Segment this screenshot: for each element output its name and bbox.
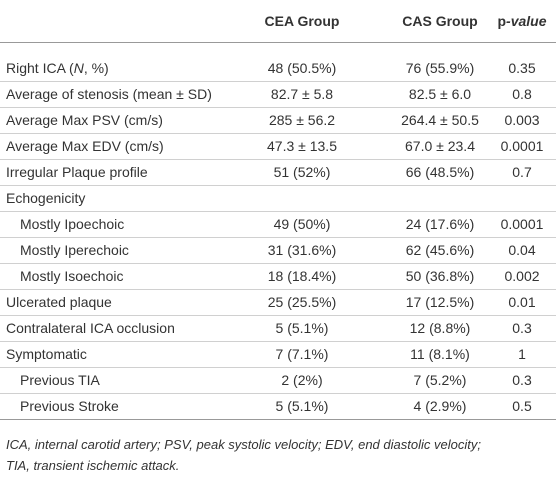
cell: 0.8 xyxy=(512,86,532,102)
row-rule xyxy=(0,185,556,186)
cell: 0.003 xyxy=(504,112,540,128)
row-label: Echogenicity xyxy=(6,190,86,206)
cell: 0.3 xyxy=(512,372,532,388)
text-part: , %) xyxy=(83,60,109,76)
cell: 24 (17.6%) xyxy=(405,216,475,232)
cell: 48 (50.5%) xyxy=(267,60,337,76)
italic-part: -value xyxy=(506,13,547,29)
row-label: Mostly Ipoechoic xyxy=(20,216,125,232)
cell: 66 (48.5%) xyxy=(405,164,475,180)
cell: 0.01 xyxy=(508,294,536,310)
row-label: Average Max PSV (cm/s) xyxy=(6,112,163,128)
cell: 11 (8.1%) xyxy=(410,346,470,362)
row-label: Symptomatic xyxy=(6,346,87,362)
row-rule xyxy=(0,367,556,368)
text-part: p xyxy=(497,13,507,29)
row-label: Average of stenosis (mean ± SD) xyxy=(6,86,212,102)
cell: 0.04 xyxy=(508,242,536,258)
row-label: Right ICA (N, %) xyxy=(6,59,109,77)
cell: 31 (31.6%) xyxy=(267,242,337,258)
row-rule xyxy=(0,315,556,316)
row-rule xyxy=(0,419,556,420)
cell: 51 (52%) xyxy=(273,164,331,180)
row-rule xyxy=(0,289,556,290)
cell: 50 (36.8%) xyxy=(405,268,475,284)
cell: 1 xyxy=(518,346,526,362)
cell: 0.35 xyxy=(508,60,536,76)
row-rule xyxy=(0,159,556,160)
row-rule xyxy=(0,211,556,212)
cell: 7 (5.2%) xyxy=(413,372,467,388)
cell: 67.0 ± 23.4 xyxy=(405,138,475,154)
row-label: Average Max EDV (cm/s) xyxy=(6,138,164,154)
row-label: Contralateral ICA occlusion xyxy=(6,320,175,336)
italic-part: N xyxy=(73,60,84,76)
row-label: Mostly Iperechoic xyxy=(20,242,129,258)
row-rule xyxy=(0,263,556,264)
cell: 25 (25.5%) xyxy=(267,294,337,310)
cell: 264.4 ± 50.5 xyxy=(401,112,479,128)
row-rule xyxy=(0,237,556,238)
cell: 285 ± 56.2 xyxy=(268,112,336,128)
row-rule xyxy=(0,133,556,134)
cell: 0.3 xyxy=(512,320,532,336)
cell: 0.5 xyxy=(512,398,532,414)
cell: 62 (45.6%) xyxy=(405,242,475,258)
cell: 76 (55.9%) xyxy=(405,60,475,76)
cell: 18 (18.4%) xyxy=(267,268,337,284)
row-rule xyxy=(0,81,556,82)
cell: 0.7 xyxy=(512,164,532,180)
cell: 4 (2.9%) xyxy=(413,398,467,414)
text-part: Right ICA ( xyxy=(6,60,74,76)
row-rule xyxy=(0,107,556,108)
column-header: CEA Group xyxy=(264,13,340,29)
cell: 0.002 xyxy=(504,268,540,284)
row-label: Ulcerated plaque xyxy=(6,294,112,310)
cell: 5 (5.1%) xyxy=(275,320,329,336)
cell: 12 (8.8%) xyxy=(409,320,471,336)
row-label: Previous Stroke xyxy=(20,398,119,414)
cell: 82.5 ± 6.0 xyxy=(408,86,472,102)
row-rule xyxy=(0,341,556,342)
footnote: TIA, transient ischemic attack. xyxy=(6,458,180,473)
column-header: CAS Group xyxy=(402,13,478,29)
row-label: Previous TIA xyxy=(20,372,100,388)
cell: 49 (50%) xyxy=(273,216,331,232)
column-header: p-value xyxy=(497,12,546,30)
cell: 82.7 ± 5.8 xyxy=(270,86,334,102)
row-rule xyxy=(0,42,556,43)
cell: 0.0001 xyxy=(500,216,544,232)
cell: 47.3 ± 13.5 xyxy=(267,138,337,154)
cell: 7 (7.1%) xyxy=(275,346,329,362)
row-label: Irregular Plaque profile xyxy=(6,164,148,180)
row-label: Mostly Isoechoic xyxy=(20,268,124,284)
row-rule xyxy=(0,393,556,394)
cell: 5 (5.1%) xyxy=(275,398,329,414)
footnote: ICA, internal carotid artery; PSV, peak … xyxy=(6,437,481,452)
cell: 0.0001 xyxy=(500,138,544,154)
cell: 17 (12.5%) xyxy=(405,294,475,310)
cell: 2 (2%) xyxy=(281,372,323,388)
